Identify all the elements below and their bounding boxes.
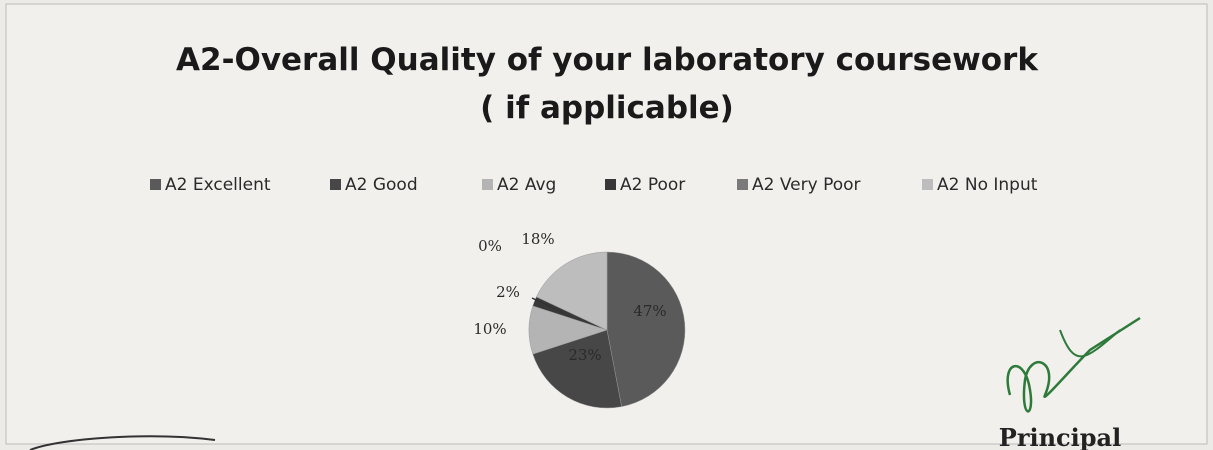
legend-label: A2 Avg (497, 175, 556, 195)
leader-line (531, 297, 564, 314)
pie-slice (606, 251, 686, 407)
scribble (29, 435, 216, 450)
data-label: 0% (478, 237, 502, 255)
legend-swatch (922, 179, 933, 190)
data-label: 2% (496, 283, 520, 301)
legend-swatch (150, 179, 161, 190)
data-label: 18% (521, 230, 554, 248)
legend-label: A2 No Input (937, 175, 1038, 195)
legend-label: A2 Good (345, 175, 418, 195)
pie-slice (536, 251, 608, 331)
signature-stroke (1059, 329, 1121, 358)
legend-swatch (482, 179, 493, 190)
data-label: 10% (473, 320, 506, 338)
legend-label: A2 Poor (620, 175, 685, 195)
signatory-caption: Principal (999, 423, 1121, 450)
chart-title: A2-Overall Quality of your laboratory co… (176, 42, 1039, 78)
data-label: 23% (568, 346, 601, 364)
pie-slice (532, 329, 622, 409)
legend-swatch (737, 179, 748, 190)
legend-label: A2 Excellent (165, 175, 271, 195)
legend-label: A2 Very Poor (752, 175, 861, 195)
pie: 47% 23% 10% 2% 0% 18% (473, 230, 686, 409)
data-label: 47% (633, 302, 666, 320)
chart-subtitle: ( if applicable) (480, 90, 734, 126)
legend: A2 Excellent A2 Good A2 Avg A2 Poor A2 Very … (150, 175, 1038, 195)
legend-swatch (605, 179, 616, 190)
legend-swatch (330, 179, 341, 190)
signature (1006, 316, 1141, 413)
